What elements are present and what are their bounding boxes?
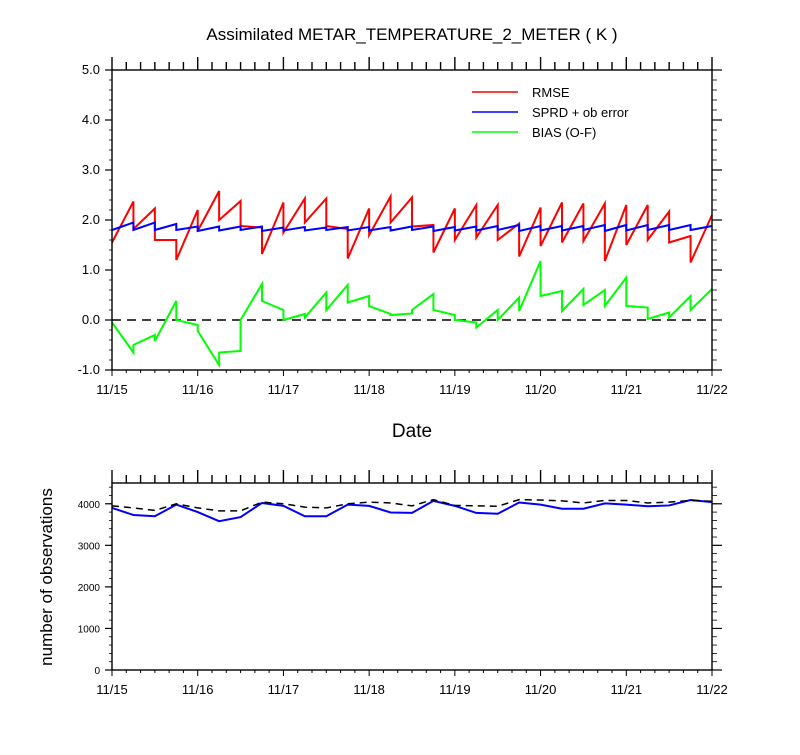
y-tick-label: 0.0 [82,312,100,327]
x-axis-label: Date [392,421,432,442]
x-tick-label: 11/22 [696,682,728,697]
chart-title: Assimilated METAR_TEMPERATURE_2_METER ( … [206,25,617,44]
x-ticks [111,57,713,376]
y-tick-labels: 0 1000 2000 3000 4000 [78,500,101,677]
top-panel: 11/15 11/16 11/17 11/18 11/19 11/20 11/21 11/22… [78,57,728,397]
y-tick-label: 0 [94,666,100,677]
x-tick-label: 11/21 [610,682,642,697]
x-tick-label: 11/21 [610,382,642,397]
x-tick-labels: 11/15 11/16 11/17 11/18 11/19 11/20 11/21 11/22 [96,682,728,697]
x-tick-label: 11/16 [182,382,214,397]
x-tick-label: 11/20 [525,682,557,697]
y-tick-label: 1.0 [82,262,100,277]
y-tick-label: -1.0 [78,362,100,377]
x-tick-label: 11/17 [268,382,300,397]
y-tick-labels: -1.0 0.0 1.0 2.0 3.0 4.0 5.0 [78,62,100,377]
series-line-bias-o-f [111,260,713,369]
x-tick-labels: 11/15 11/16 11/17 11/18 11/19 11/20 11/21 11/22 [96,382,728,397]
x-tick-label: 11/22 [696,382,728,397]
x-tick-label: 11/18 [353,682,385,697]
x-tick-label: 11/15 [96,382,128,397]
y-tick-label: 2.0 [82,212,100,227]
y-tick-label: 2000 [78,583,101,594]
series-line-obs-used [111,499,713,523]
legend-label-bias: BIAS (O-F) [532,125,596,140]
plot-frame [111,69,713,371]
y-tick-label: 4000 [78,500,101,511]
x-tick-label: 11/16 [182,682,214,697]
legend-label-rmse: RMSE [532,85,570,100]
y-tick-label: 4.0 [82,112,100,127]
series-line-sprd-ob-error [111,221,713,233]
y-tick-label: 1000 [78,624,101,635]
legend: RMSE SPRD + ob error BIAS (O-F) [472,85,629,140]
plot-frame [111,482,713,671]
y-axis-label: number of observations [37,488,56,666]
series-line-rmse [111,190,713,263]
x-tick-label: 11/18 [353,382,385,397]
legend-label-sprd: SPRD + ob error [532,105,629,120]
x-tick-label: 11/17 [268,682,300,697]
series-line-obs-possible [111,498,713,512]
x-tick-label: 11/20 [525,382,557,397]
x-tick-label: 11/19 [439,682,471,697]
y-ticks [105,69,722,371]
y-tick-label: 3000 [78,541,101,552]
y-tick-label: 5.0 [82,62,100,77]
x-tick-label: 11/19 [439,382,471,397]
y-tick-label: 3.0 [82,162,100,177]
x-tick-label: 11/15 [96,682,128,697]
bottom-panel: 11/15 11/16 11/17 11/18 11/19 11/20 11/21 11/22… [78,470,728,697]
